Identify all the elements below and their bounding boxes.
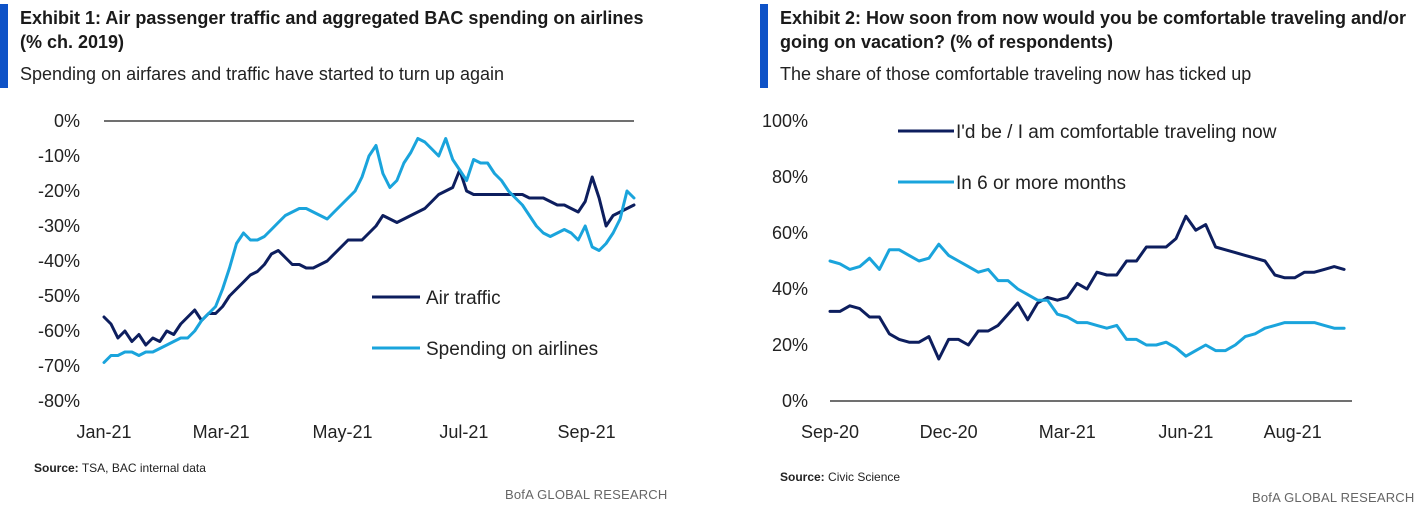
legend-label: In 6 or more months [956,173,1126,194]
exhibit-1-subtitle: Spending on airfares and traffic have st… [20,64,504,84]
x-tick-label: Sep-21 [558,422,616,442]
legend-label: I'd be / I am comfortable traveling now [956,122,1277,143]
y-tick-label: 40% [772,279,808,299]
x-tick-label: Mar-21 [1039,422,1096,442]
exhibit-1-title: Exhibit 1: Air passenger traffic and agg… [20,8,644,52]
exhibit-2-panel: Exhibit 2: How soon from now would you b… [760,0,1419,526]
exhibit-2-subtitle: The share of those comfortable traveling… [780,64,1252,84]
accent-bar [760,4,768,88]
series-line-b [828,242,1346,358]
x-tick-label: Aug-21 [1264,422,1322,442]
source-label: Source: [34,461,79,475]
y-tick-label: -30% [38,216,80,236]
y-tick-label: -50% [38,286,80,306]
y-tick-label: 80% [772,167,808,187]
y-tick-label: 100% [762,111,808,131]
y-tick-label: 60% [772,223,808,243]
exhibit-1-chart: 0% -10% -20% -30% -40% -50% -60% -70% -80% Jan-21… [38,111,636,442]
y-tick-label: -40% [38,251,80,271]
y-tick-label: 0% [54,111,80,131]
exhibit-1-panel: Exhibit 1: Air passenger traffic and agg… [0,0,680,526]
x-tick-label: Jun-21 [1158,422,1213,442]
y-tick-label: 20% [772,335,808,355]
legend-label: Spending on airlines [426,339,598,360]
brand-mark: BofA GLOBAL RESEARCH [1252,490,1415,505]
x-tick-label: Mar-21 [193,422,250,442]
y-tick-label: -70% [38,356,80,376]
exhibit-2-title: Exhibit 2: How soon from now would you b… [780,8,1407,52]
legend-label: Air traffic [426,288,501,309]
y-tick-label: -10% [38,146,80,166]
x-tick-label: May-21 [312,422,372,442]
y-tick-label: -20% [38,181,80,201]
exhibit-2-chart: 0% 20% 40% 60% 80% 100% Sep-20 Dec-20 Mar-21 Jun-… [762,111,1352,442]
series-line-a [828,214,1346,361]
series-line-b [102,137,636,364]
source-label: Source: [780,470,825,484]
x-tick-label: Sep-20 [801,422,859,442]
y-tick-label: -80% [38,391,80,411]
y-tick-label: -60% [38,321,80,341]
x-tick-label: Jan-21 [76,422,131,442]
exhibit-1-source: Source: TSA, BAC internal data [34,461,206,475]
brand-mark: BofA GLOBAL RESEARCH [505,487,668,502]
source-text: TSA, BAC internal data [81,461,206,475]
source-text: Civic Science [828,470,901,484]
x-tick-label: Jul-21 [439,422,488,442]
accent-bar [0,4,8,88]
series-line-a [102,168,636,347]
exhibit-2-source: Source: Civic Science [780,470,900,484]
x-tick-label: Dec-20 [920,422,978,442]
y-tick-label: 0% [782,391,808,411]
